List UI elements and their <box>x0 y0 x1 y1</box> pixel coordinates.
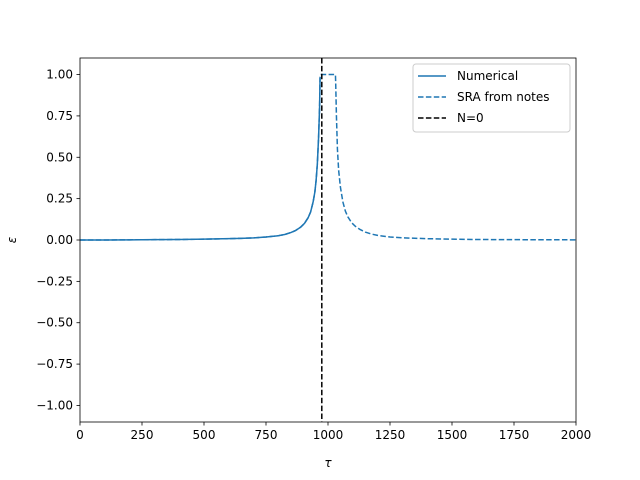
legend-box <box>412 63 571 133</box>
legend: Numerical SRA from notes N=0 <box>412 63 571 133</box>
x-tick-label: 1500 <box>437 428 468 442</box>
x-tick-label: 500 <box>193 428 216 442</box>
x-tick-label: 1750 <box>499 428 530 442</box>
x-tick-label: 750 <box>255 428 278 442</box>
y-tick-label: −0.75 <box>36 357 73 371</box>
y-tick-label: −0.25 <box>36 274 73 288</box>
series-line-numerical <box>80 77 321 241</box>
legend-label-n0: N=0 <box>457 111 484 125</box>
x-tick-label: 0 <box>76 428 84 442</box>
plot-area <box>80 58 576 422</box>
y-tick-label: −1.00 <box>36 398 73 412</box>
y-tick-label: 0.75 <box>46 109 73 123</box>
y-tick-label: 0.00 <box>46 233 73 247</box>
y-tick-label: 1.00 <box>46 68 73 82</box>
x-tick-label: 2000 <box>561 428 592 442</box>
x-tick-label: 1000 <box>313 428 344 442</box>
x-axis-label: τ <box>324 456 332 470</box>
y-tick-label: 0.25 <box>46 192 73 206</box>
x-tick-label: 1250 <box>375 428 406 442</box>
y-tick-label: 0.50 <box>46 150 73 164</box>
legend-label-sra: SRA from notes <box>457 90 550 104</box>
legend-label-numerical: Numerical <box>457 69 518 83</box>
y-axis-label: ε <box>5 236 19 243</box>
x-axis: 0 250 500 750 1000 1250 1500 1750 2000 <box>76 422 591 442</box>
x-tick-label: 250 <box>131 428 154 442</box>
y-tick-label: −0.50 <box>36 316 73 330</box>
y-axis: −1.00 −0.75 −0.50 −0.25 0.00 0.25 0.50 0.75 1.00 <box>36 68 80 412</box>
